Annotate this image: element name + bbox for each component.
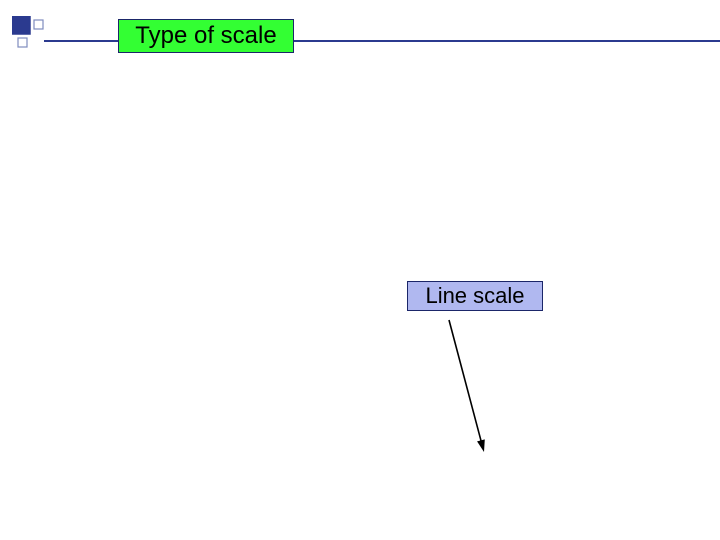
arrow-shaft: [449, 320, 481, 442]
arrow-svg: [0, 0, 720, 540]
arrow-head-icon: [477, 439, 485, 452]
